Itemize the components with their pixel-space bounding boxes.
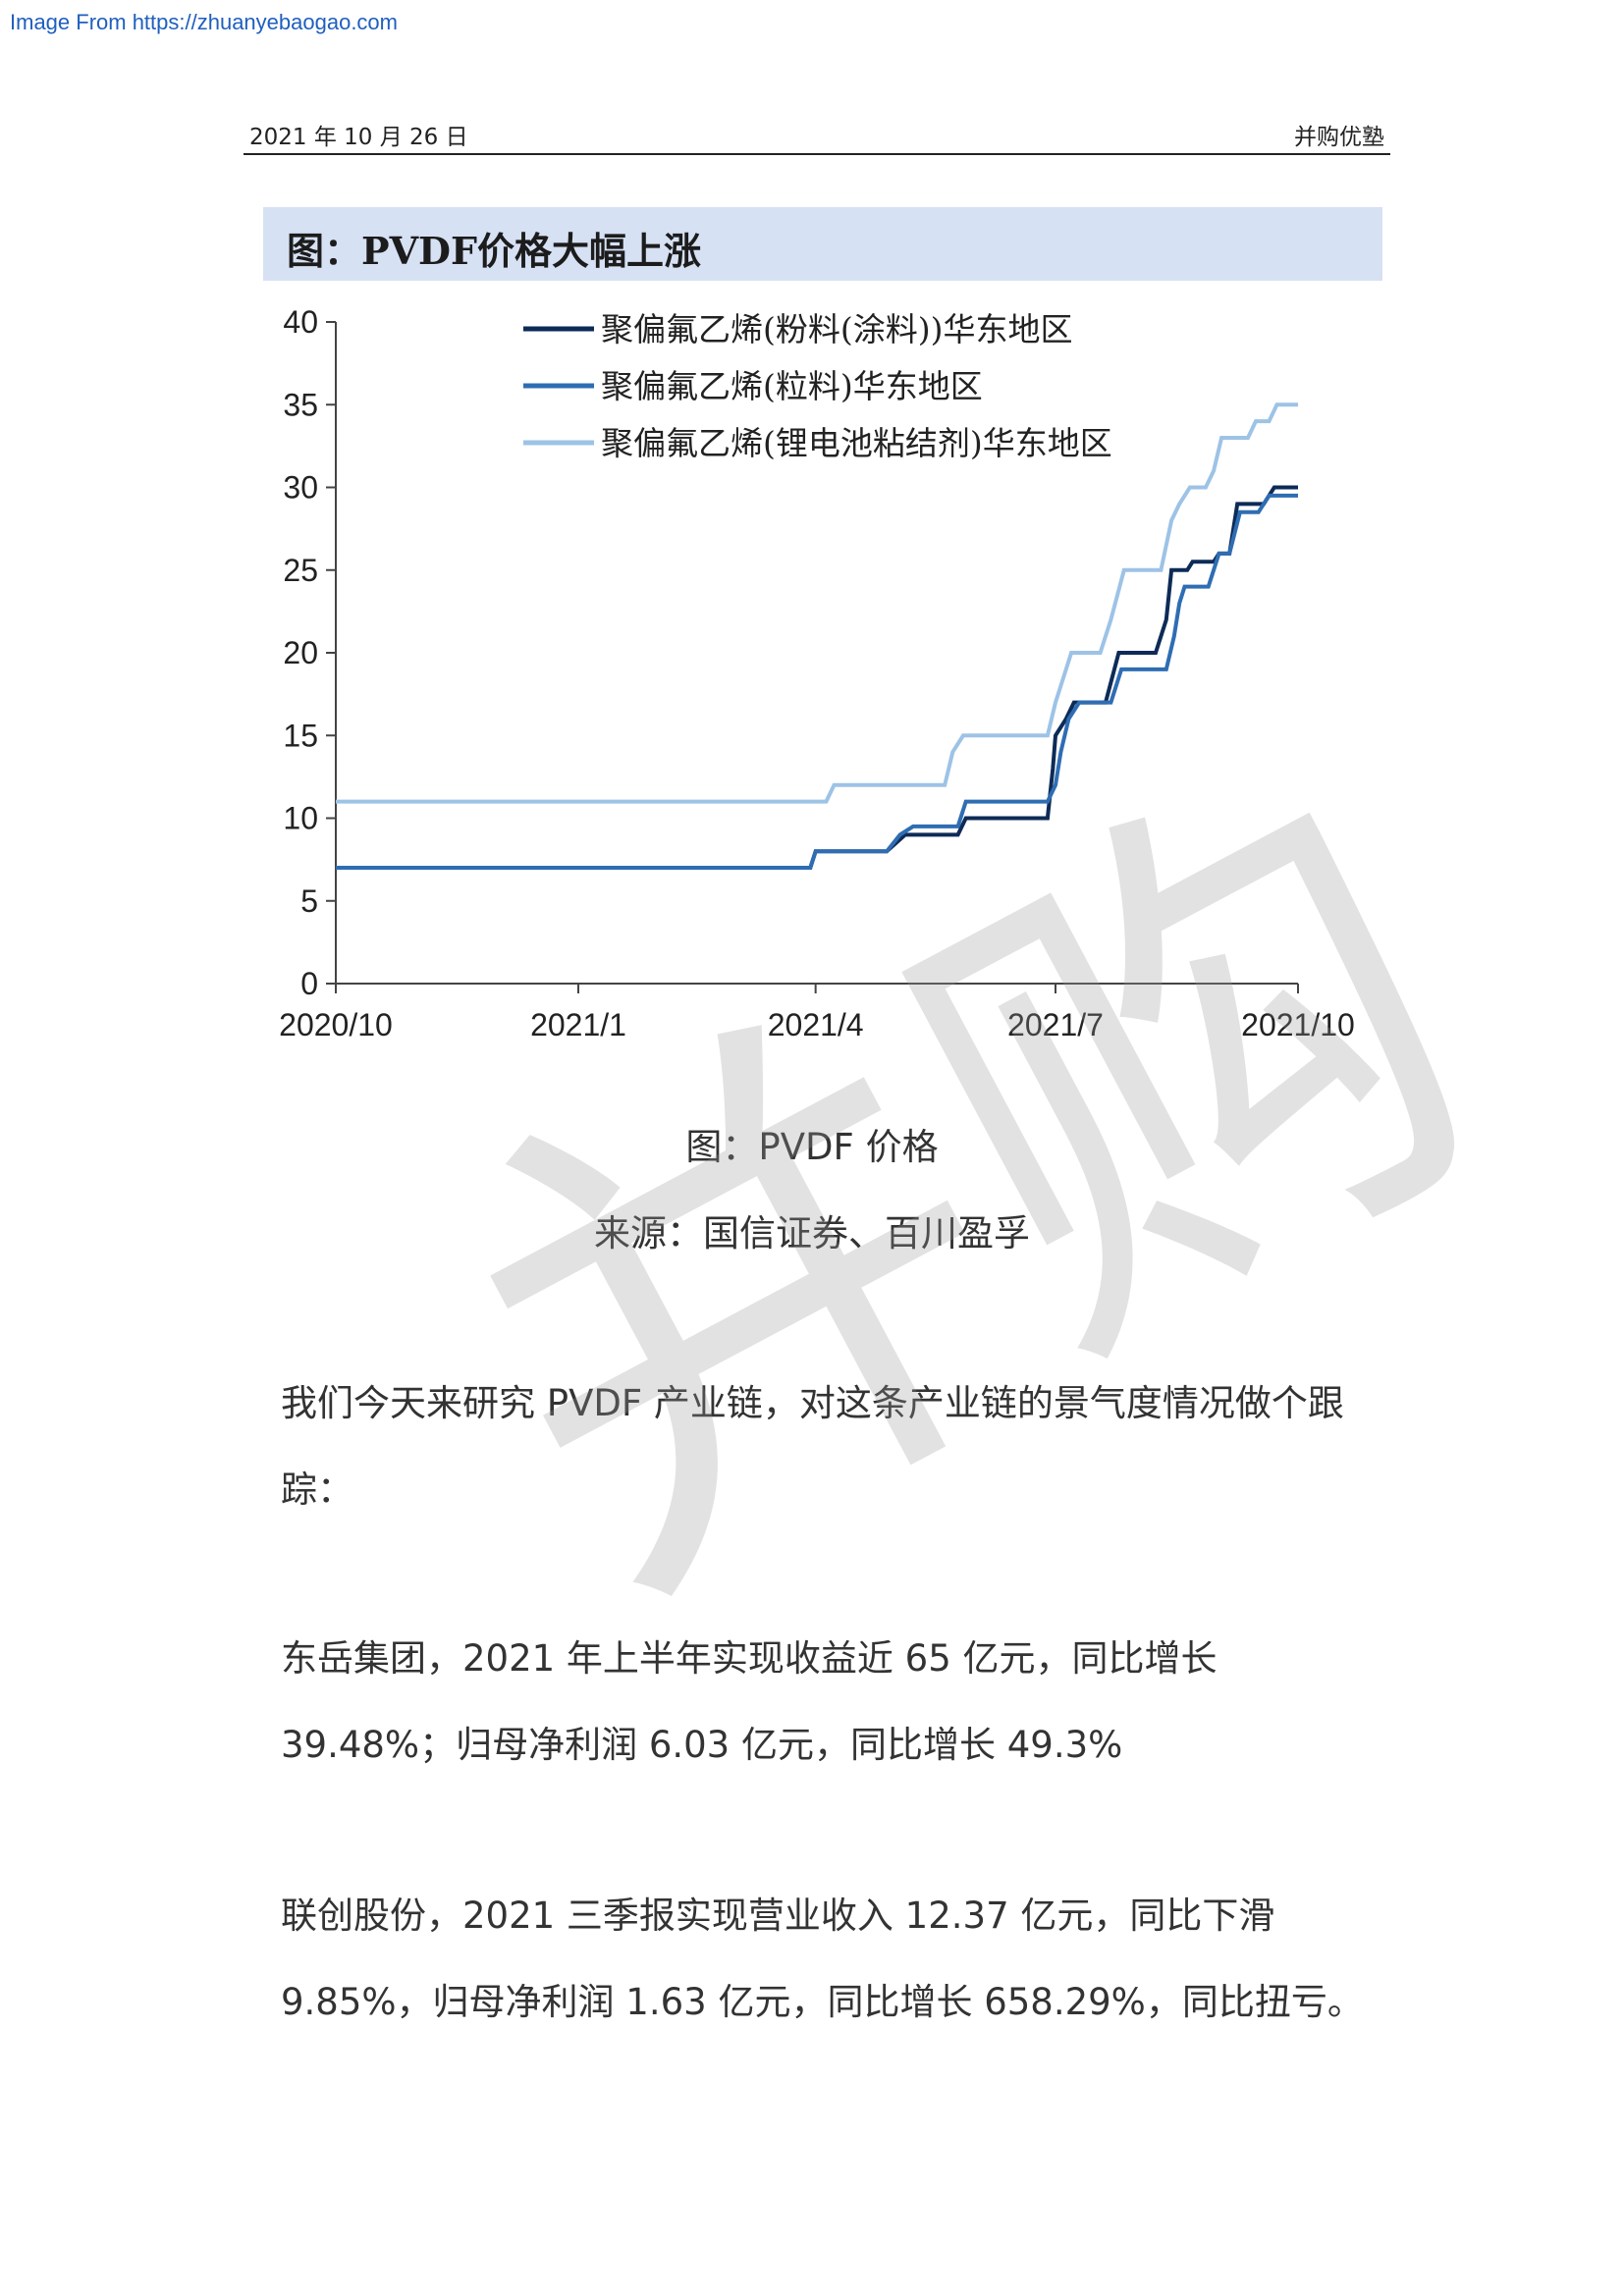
figure-title: 图：PVDF价格大幅上涨 [287, 229, 701, 273]
y-tick-label-35: 35 [283, 387, 318, 422]
x-tick-label-2021/1: 2021/1 [530, 1007, 626, 1042]
legend-label-3: 聚偏氟乙烯(锂电池粘结剂)华东地区 [601, 424, 1112, 462]
figure-caption: 图：PVDF 价格 [685, 1126, 939, 1168]
x-tick-label-2021/10: 2021/10 [1241, 1007, 1355, 1042]
source-link[interactable]: Image From https://zhuanyebaogao.com [10, 10, 398, 34]
y-tick-label-40: 40 [283, 304, 318, 340]
paragraph-dongyue: 东岳集团，2021 年上半年实现收益近 65 亿元，同比增长 39.48%；归母… [281, 1637, 1218, 1766]
y-tick-label-25: 25 [283, 553, 318, 588]
y-tick-label-15: 15 [283, 718, 318, 753]
series-line-2 [336, 493, 1298, 870]
legend-label-1: 聚偏氟乙烯(粉料(涂料))华东地区 [601, 310, 1073, 348]
x-tick-label-2020/10: 2020/10 [279, 1007, 393, 1042]
y-tick-label-10: 10 [283, 801, 318, 836]
paragraph-intro: 我们今天来研究 PVDF 产业链，对这条产业链的景气度情况做个跟踪： [281, 1382, 1344, 1511]
source-caption: 来源：国信证券、百川盈孚 [594, 1212, 1030, 1255]
figure-title-banner: 图：PVDF价格大幅上涨 [263, 207, 1382, 281]
series-line-3 [336, 402, 1298, 804]
paragraph-lianchuang: 联创股份，2021 三季报实现营业收入 12.37 亿元，同比下滑 9.85%，… [281, 1895, 1364, 2023]
legend-label-2: 聚偏氟乙烯(粒料)华东地区 [601, 367, 983, 405]
page-header: 2021 年 10 月 26 日 并购优塾 [244, 116, 1390, 155]
x-tick-label-2021/7: 2021/7 [1007, 1007, 1104, 1042]
y-tick-label-30: 30 [283, 470, 318, 506]
pvdf-price-chart: 0 5 10 15 20 25 30 35 40 2020/10 2021/1 2021/4 2021/… [279, 304, 1355, 1042]
series-line-1 [336, 485, 1298, 870]
header-date: 2021 年 10 月 26 日 [249, 125, 468, 150]
x-tick-label-2021/4: 2021/4 [768, 1007, 864, 1042]
y-tick-label-5: 5 [300, 883, 318, 919]
y-tick-label-0: 0 [300, 966, 318, 1001]
header-org: 并购优塾 [1294, 125, 1384, 150]
y-tick-label-20: 20 [283, 635, 318, 670]
